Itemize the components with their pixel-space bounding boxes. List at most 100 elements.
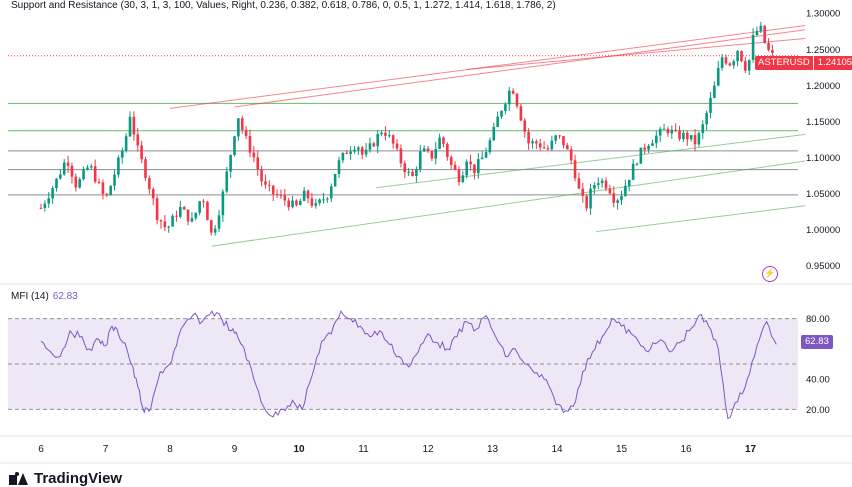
candle-body: [248, 136, 252, 153]
price-pane-grid: [0, 283, 852, 464]
time-tick-label: 11: [358, 444, 369, 455]
tradingview-logo[interactable]: TradingView: [9, 470, 122, 487]
time-tick-label: 7: [103, 444, 109, 455]
candle-body: [566, 145, 569, 150]
candle-body: [117, 157, 120, 175]
candle-body: [376, 134, 379, 147]
candle-body: [612, 193, 616, 203]
price-tick-label: 1.20000: [806, 81, 840, 92]
time-tick-label: 13: [487, 444, 499, 455]
candle-body: [596, 183, 600, 185]
candle-body: [643, 147, 647, 150]
candle-body: [755, 31, 759, 36]
candle-body: [651, 143, 654, 146]
candle-body: [39, 207, 43, 209]
candle-body: [159, 220, 163, 222]
candle-body: [144, 159, 147, 179]
candle-body: [569, 149, 573, 161]
price-axis[interactable]: 0.95000 1.00000 1.05000 1.10000 1.15000 1.200…: [806, 9, 840, 272]
candle-body: [337, 160, 341, 175]
candle-body: [244, 129, 248, 137]
candle-body: [581, 188, 585, 196]
candle-body: [446, 143, 449, 157]
candle-body: [635, 163, 639, 165]
candle-body: [716, 67, 720, 86]
candle-body: [763, 25, 766, 43]
candle-body: [148, 178, 151, 190]
candle-body: [333, 174, 337, 187]
candle-body: [291, 200, 294, 208]
price-tick-label: 1.15000: [806, 117, 840, 128]
time-tick-label: 12: [422, 444, 434, 455]
candle-body: [759, 25, 763, 32]
indicator-title[interactable]: Support and Resistance (30, 3, 1, 3, 100…: [11, 0, 556, 11]
candle-body: [480, 157, 484, 160]
candle-body: [600, 180, 604, 184]
candle-body: [403, 163, 407, 173]
lightning-event-icon[interactable]: ⚡: [762, 266, 778, 282]
candle-body: [372, 143, 376, 147]
mfi-line: [40, 309, 777, 420]
candle-body: [213, 228, 217, 233]
candle-body: [179, 206, 182, 217]
candle-body: [190, 218, 194, 222]
candle-body: [705, 112, 708, 125]
candle-body: [531, 141, 534, 144]
price-tick-label: 1.30000: [806, 9, 840, 20]
candle-body: [535, 141, 538, 144]
mfi-pane[interactable]: [8, 309, 798, 420]
candle-body: [674, 129, 677, 131]
candle-body: [186, 209, 190, 222]
candle-body: [631, 163, 635, 180]
candle-body: [732, 61, 736, 66]
candle-body: [771, 50, 774, 53]
candle-body: [97, 181, 101, 183]
candle-body: [90, 166, 93, 168]
mfi-axis[interactable]: 20.00 40.00 80.00: [806, 314, 830, 416]
candle-body: [368, 143, 372, 150]
candle-body: [453, 164, 457, 170]
candle-body: [155, 198, 159, 221]
time-tick-label: 8: [167, 444, 173, 455]
candle-body: [492, 126, 496, 141]
candle-body: [511, 90, 515, 94]
candle-body: [395, 143, 399, 149]
candle-body: [709, 97, 712, 113]
candle-body: [469, 161, 472, 165]
candle-body: [209, 220, 213, 233]
mfi-tick-label: 20.00: [806, 405, 830, 416]
candle-body: [287, 200, 290, 208]
candle-body: [747, 59, 751, 71]
mfi-indicator-title[interactable]: MFI (14) 62.83: [11, 291, 78, 302]
candle-body: [713, 85, 716, 98]
candlestick-series[interactable]: [39, 21, 774, 236]
candle-body: [109, 185, 112, 196]
candle-body: [697, 133, 701, 145]
candle-body: [473, 164, 476, 174]
candle-body: [488, 140, 492, 153]
candle-body: [388, 135, 391, 137]
candle-body: [415, 169, 418, 177]
time-axis[interactable]: 6 7 8 9 10 11 12 13 14 15 16 17: [38, 444, 756, 455]
candle-body: [171, 215, 174, 227]
candle-body: [662, 128, 666, 130]
candle-body: [523, 120, 527, 132]
time-tick-label: 15: [616, 444, 628, 455]
last-price-value: 1.24105: [813, 56, 852, 70]
price-tick-label: 0.95000: [806, 261, 840, 272]
candle-body: [685, 132, 689, 140]
candle-body: [124, 136, 128, 151]
candle-body: [678, 130, 681, 140]
candle-body: [283, 195, 287, 201]
candle-body: [616, 200, 619, 203]
trendline: [211, 160, 806, 247]
candle-body: [360, 147, 364, 155]
candle-body: [326, 198, 329, 200]
candle-body: [221, 191, 225, 216]
time-tick-label: 14: [551, 444, 563, 455]
candle-body: [74, 176, 78, 188]
mfi-title-value: 62.83: [52, 291, 78, 302]
candle-body: [55, 178, 58, 189]
candle-body: [353, 149, 356, 152]
